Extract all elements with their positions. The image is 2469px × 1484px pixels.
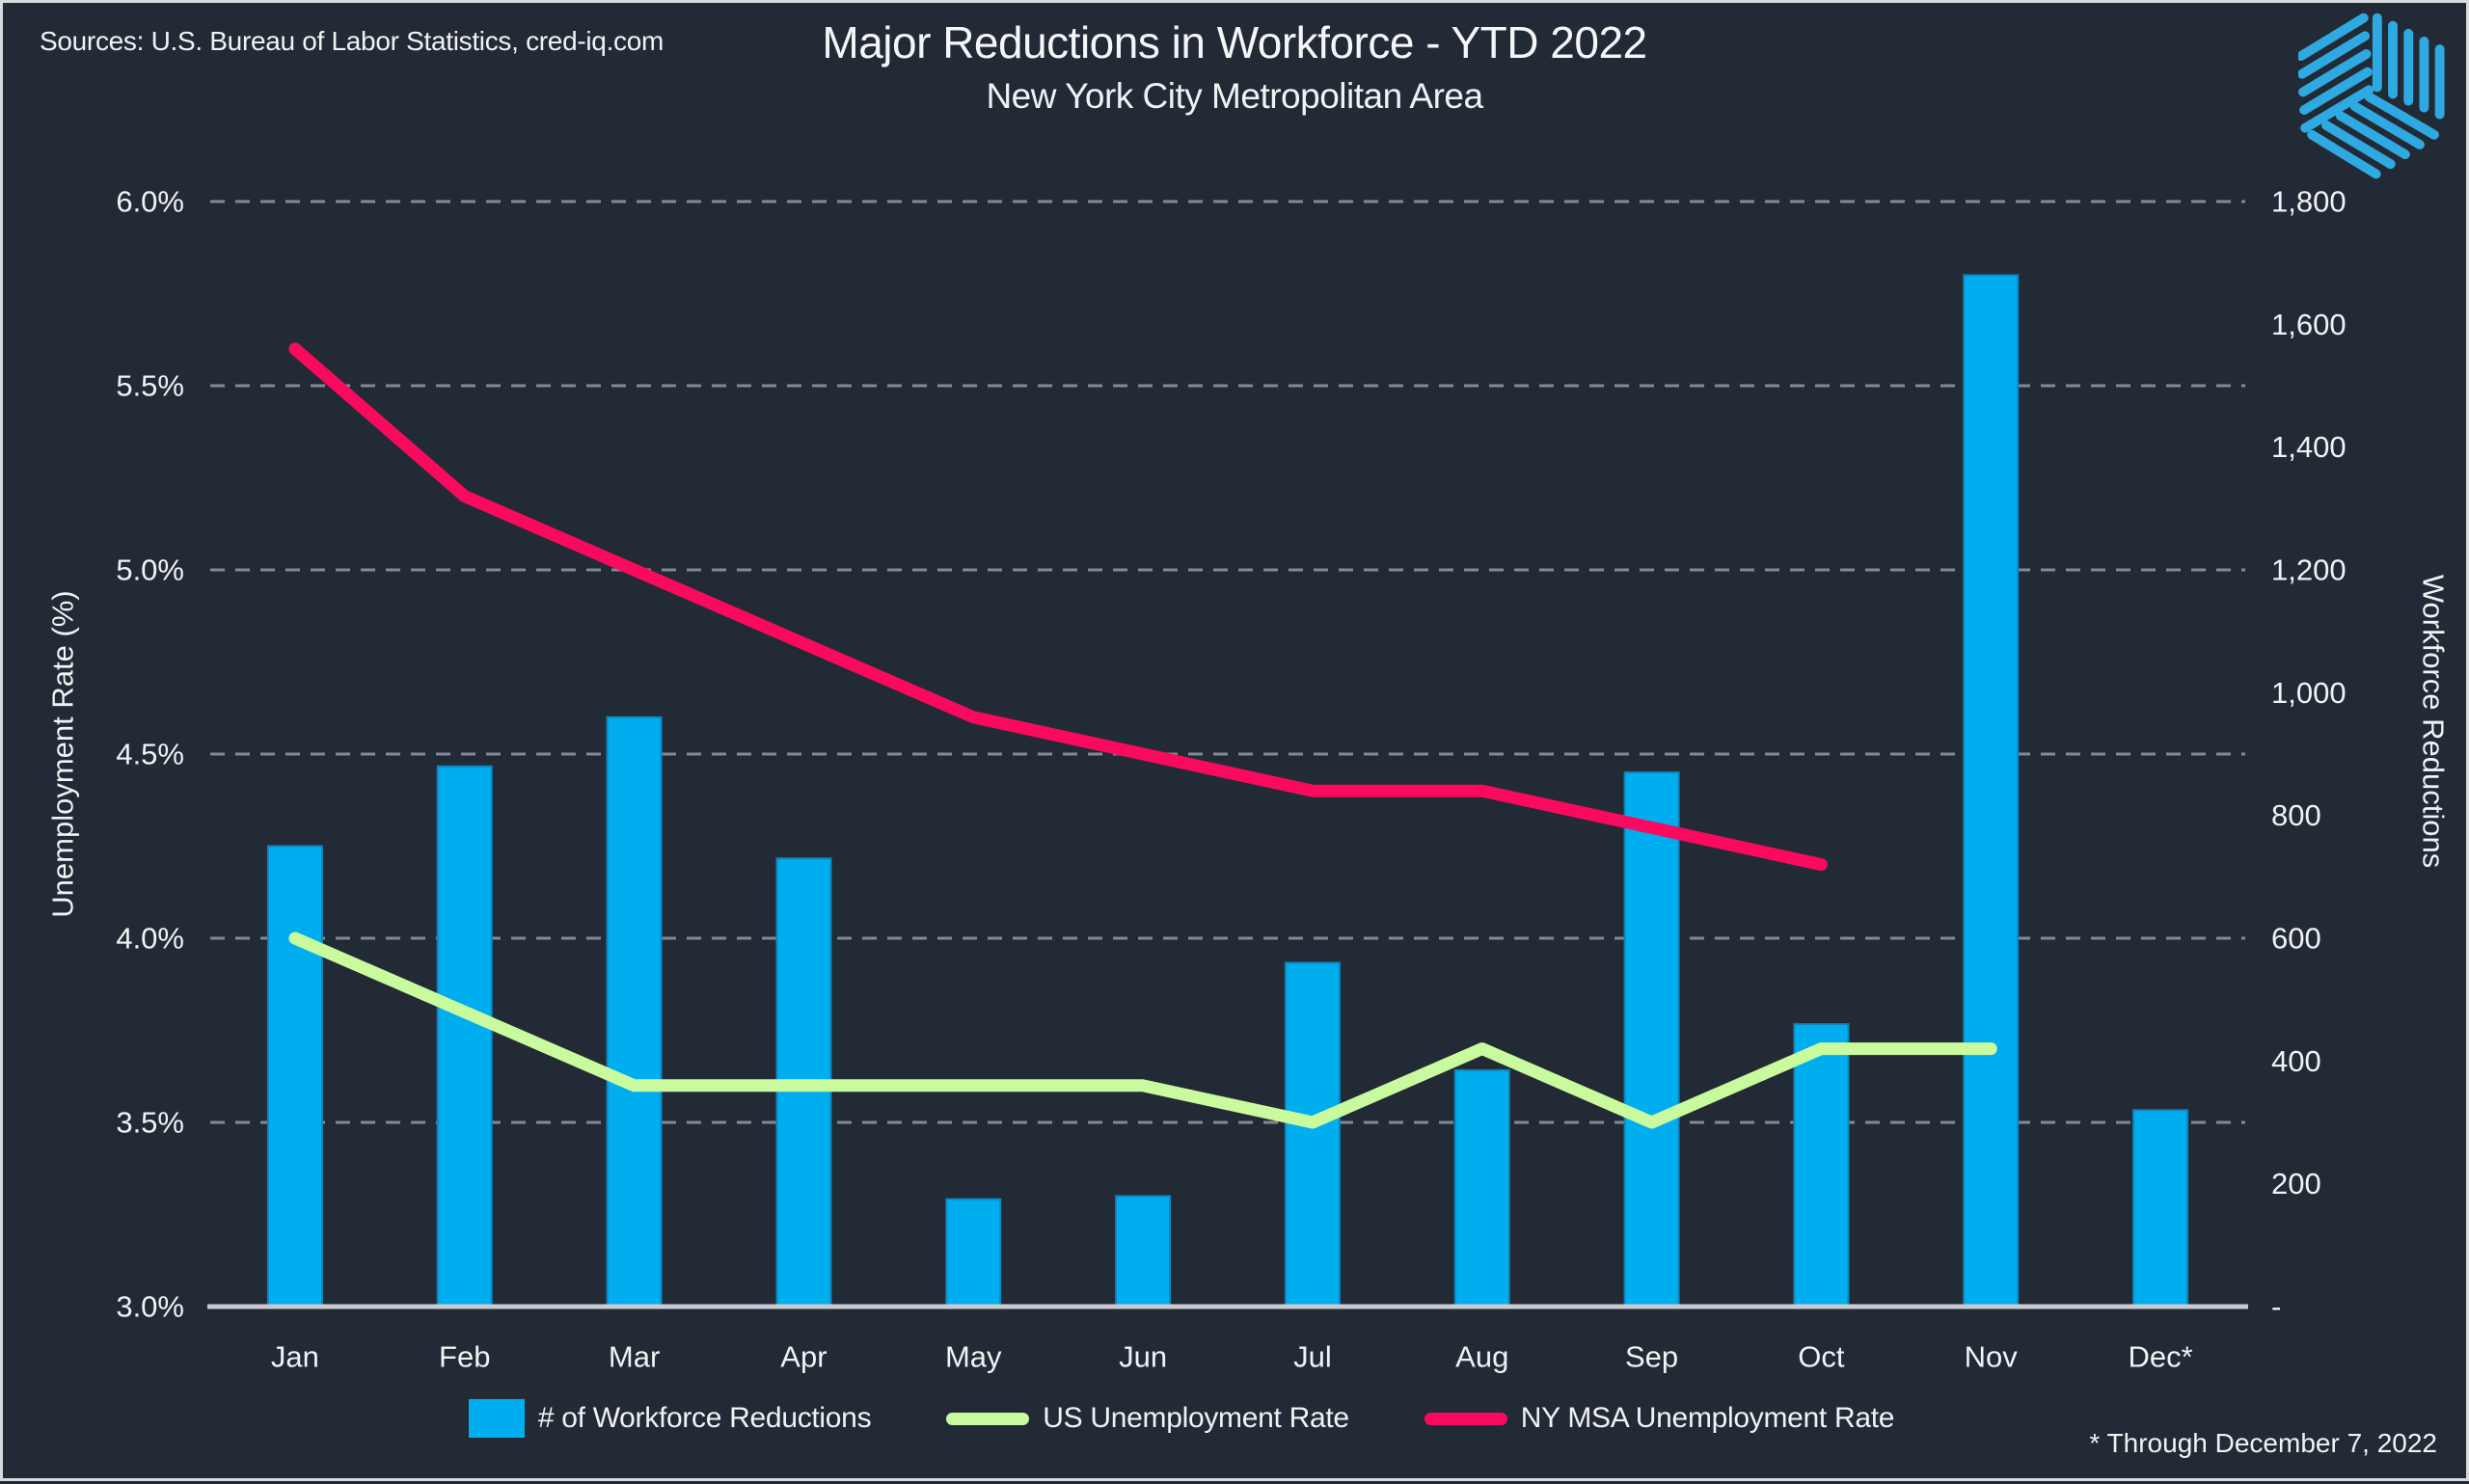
chart-header: Major Reductions in Workforce - YTD 2022… [3,16,2466,117]
x-axis-label-oct: Oct [1798,1340,1845,1374]
legend-item-of-workforce-reductions: # of Workforce Reductions [468,1399,872,1438]
bar-may [945,1198,1002,1309]
legend-item-us-unemployment-rate: US Unemployment Rate [946,1402,1349,1435]
x-axis-label-aug: Aug [1455,1340,1508,1374]
left-axis-tick-3-5: 3.5% [116,1106,184,1140]
legend-label: NY MSA Unemployment Rate [1520,1402,1895,1434]
left-axis-tick-4-5: 4.5% [116,738,184,771]
bar-jun [1115,1195,1172,1309]
line-swatch-icon [946,1412,1030,1425]
x-axis-label-jan: Jan [271,1340,319,1374]
x-axis-label-may: May [945,1340,1002,1374]
x-axis-label-dec: Dec* [2128,1340,2192,1374]
bar-mar [606,715,663,1308]
bar-sep [1623,771,1680,1308]
x-axis-label-feb: Feb [439,1340,490,1374]
x-axis-label-sep: Sep [1625,1340,1678,1374]
cred-iq-logo-stripes [2298,13,2445,179]
line-swatch-icon [1424,1412,1507,1425]
right-axis-tick-1-000: 1,000 [2271,676,2347,710]
right-axis-tick-: - [2271,1290,2281,1324]
bar-feb [436,765,493,1308]
left-axis-tick-6-0: 6.0% [116,185,184,219]
left-axis-tick-3-0: 3.0% [116,1290,184,1324]
x-axis-label-jun: Jun [1119,1340,1167,1374]
x-axis-label-mar: Mar [609,1340,660,1374]
combo-chart: 6.0% 5.5% 5.0% 4.5% 4.0% 3.5% 3.0% 1,800 1,600 1,… [46,185,2451,1374]
right-axis-tick-1-800: 1,800 [2271,185,2347,219]
legend-label: # of Workforce Reductions [537,1402,872,1434]
right-axis-tick-1-400: 1,400 [2271,430,2347,464]
x-axis-label-apr: Apr [780,1340,827,1374]
legend-label: US Unemployment Rate [1043,1402,1349,1434]
left-axis-title: Unemployment Rate (%) [46,590,80,917]
cred-iq-logo [2298,13,2445,179]
chart-legend: # of Workforce Reductions US Unemployment… [3,1399,2360,1438]
right-axis-tick-600: 600 [2271,922,2321,956]
right-axis-tick-1-200: 1,200 [2271,553,2347,587]
right-axis-tick-1-600: 1,600 [2271,308,2347,341]
chart-subtitle: New York City Metropolitan Area [986,76,1483,116]
left-axis-tick-4-0: 4.0% [116,922,184,956]
bar-jul [1284,961,1341,1308]
us-unemployment-rate-line [288,931,1997,1129]
right-axis-tick-200: 200 [2271,1167,2321,1201]
bar-nov [1963,274,2020,1308]
bar-swatch-icon [468,1399,525,1438]
legend-item-ny-msa-unemployment-rate: NY MSA Unemployment Rate [1424,1402,1894,1435]
x-axis-label-jul: Jul [1293,1340,1332,1374]
footnote: * Through December 7, 2022 [2089,1428,2437,1458]
bar-dec [2132,1109,2189,1309]
right-axis-tick-400: 400 [2271,1044,2321,1078]
chart-title: Major Reductions in Workforce - YTD 2022 [822,17,1647,67]
left-axis-tick-5-5: 5.5% [116,369,184,403]
sources-note: Sources: U.S. Bureau of Labor Statistics… [40,26,665,56]
right-axis-title: Workforce Reductions [2417,575,2451,868]
bar-jan [266,845,323,1308]
left-axis-tick-5-0: 5.0% [116,553,184,587]
bar-oct [1793,1023,1850,1308]
ny-msa-unemployment-rate-line [288,342,1828,872]
right-axis-tick-800: 800 [2271,798,2321,832]
x-axis-label-nov: Nov [1965,1340,2019,1374]
bar-aug [1453,1068,1510,1308]
